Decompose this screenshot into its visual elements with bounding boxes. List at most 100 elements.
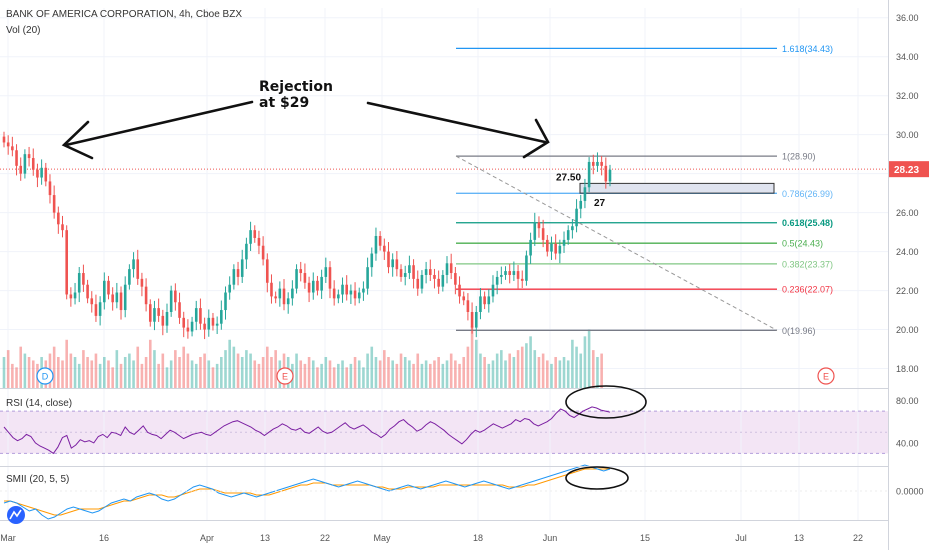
fib-retracement: 1.618(34.43) 1(28.90) 0.786(26.99) 0.618(25… bbox=[0, 44, 888, 336]
candle-body bbox=[387, 251, 390, 268]
candle-body bbox=[533, 222, 537, 240]
time-tick-label: 15 bbox=[640, 533, 650, 543]
volume-bar bbox=[249, 353, 252, 388]
candle-body bbox=[366, 267, 369, 289]
volume-bar bbox=[203, 353, 206, 388]
volume-bar bbox=[596, 357, 599, 388]
volume-bar bbox=[186, 353, 190, 388]
volume-bar bbox=[253, 360, 257, 388]
fib-trend-line bbox=[455, 155, 778, 331]
volume-bar bbox=[441, 363, 445, 388]
candle-body bbox=[571, 226, 574, 231]
candle-body bbox=[449, 263, 453, 274]
volume-bar bbox=[328, 360, 332, 388]
candle-body bbox=[604, 165, 608, 182]
time-tick-label: 13 bbox=[794, 533, 804, 543]
volume-bar bbox=[533, 350, 537, 388]
candle-body bbox=[2, 136, 6, 143]
candle-body bbox=[44, 167, 48, 182]
candle-body bbox=[332, 288, 336, 299]
dividend-marker-label: D bbox=[42, 372, 49, 382]
volume-bar bbox=[412, 363, 415, 388]
candle-body bbox=[458, 284, 461, 297]
volume-bar bbox=[107, 360, 110, 388]
rsi-pane bbox=[0, 406, 888, 455]
candle-body bbox=[77, 273, 81, 293]
candle-body bbox=[6, 142, 10, 147]
volume-bar bbox=[345, 367, 348, 388]
candle-body bbox=[153, 308, 156, 322]
volume-bar bbox=[157, 363, 160, 388]
candle-body bbox=[286, 298, 290, 305]
candle-body bbox=[399, 269, 403, 277]
candles bbox=[2, 131, 612, 340]
volume-bar bbox=[566, 360, 570, 388]
volume-bar bbox=[387, 357, 390, 388]
volume-bar bbox=[153, 350, 156, 388]
volume-bar bbox=[57, 357, 60, 388]
volume-bar bbox=[520, 346, 524, 388]
volume-bar bbox=[307, 357, 311, 388]
fib-level-label: 0.236(22.07) bbox=[782, 285, 833, 295]
earnings-marker-future-circle bbox=[817, 367, 835, 385]
volume-bar bbox=[182, 346, 186, 388]
volume-bar bbox=[466, 346, 470, 388]
candle-body bbox=[249, 230, 252, 244]
fib-level-label: 0.382(23.37) bbox=[782, 259, 833, 269]
rejection-line-2: at $29 bbox=[259, 95, 310, 111]
rsi-band bbox=[0, 411, 888, 454]
volume-bar bbox=[94, 353, 98, 388]
volume-bar bbox=[500, 350, 503, 388]
candle-body bbox=[416, 278, 420, 289]
candle-body bbox=[115, 292, 119, 303]
volume-bar bbox=[508, 353, 511, 388]
time-tick-label: Jul bbox=[735, 533, 747, 543]
rsi-legend: RSI (14, close) bbox=[6, 398, 73, 409]
candle-body bbox=[341, 284, 344, 295]
volume-bar bbox=[370, 346, 374, 388]
candle-body bbox=[240, 259, 244, 277]
candle-body bbox=[82, 273, 85, 285]
volume-bar bbox=[111, 367, 114, 388]
candle-body bbox=[378, 236, 382, 246]
volume-bar bbox=[161, 353, 165, 388]
candle-body bbox=[52, 195, 56, 213]
volume-bar bbox=[337, 363, 340, 388]
candle-body bbox=[194, 308, 198, 322]
volume-bar bbox=[537, 357, 541, 388]
candle-body bbox=[123, 284, 127, 311]
volume-bar bbox=[495, 353, 499, 388]
volume-bar bbox=[2, 357, 6, 388]
candle-body bbox=[479, 296, 482, 312]
candle-body bbox=[270, 282, 273, 297]
candle-body bbox=[178, 302, 181, 318]
time-tick-label: Mar bbox=[0, 533, 16, 543]
candle-body bbox=[299, 269, 303, 274]
volume-bar bbox=[600, 353, 603, 388]
candle-body bbox=[103, 280, 106, 303]
volume-bar bbox=[320, 363, 323, 388]
candle-body bbox=[111, 294, 114, 303]
price-tick-label: 30.00 bbox=[896, 130, 919, 140]
candle-body bbox=[320, 276, 323, 291]
volume-bar bbox=[512, 357, 516, 388]
candle-body bbox=[391, 259, 394, 268]
volume-bar bbox=[383, 350, 386, 388]
candle-body bbox=[562, 239, 566, 246]
candle-body bbox=[529, 239, 532, 256]
rsi-tick-label: 80.00 bbox=[896, 396, 919, 406]
volume-bar bbox=[136, 346, 140, 388]
price-tick-label: 26.00 bbox=[896, 208, 919, 218]
candle-body bbox=[69, 294, 73, 299]
candle-body bbox=[220, 310, 223, 324]
volume-bar bbox=[19, 346, 23, 388]
volume-bar bbox=[462, 357, 466, 388]
volume-bar bbox=[224, 350, 227, 388]
candle-body bbox=[600, 161, 603, 166]
earnings-marker-circle bbox=[276, 367, 294, 385]
candle-body bbox=[169, 290, 173, 312]
candle-body bbox=[500, 274, 503, 277]
volume-bar bbox=[77, 363, 81, 388]
